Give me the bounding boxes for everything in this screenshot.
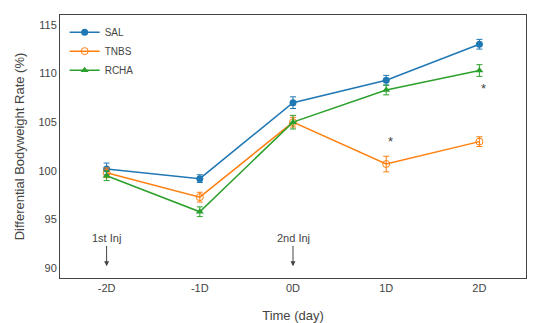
svg-text:RCHA: RCHA: [105, 65, 134, 76]
svg-text:-1D: -1D: [191, 282, 209, 294]
svg-text:95: 95: [45, 213, 57, 225]
svg-text:TNBS: TNBS: [105, 46, 132, 57]
svg-text:*: *: [388, 134, 393, 149]
svg-text:105: 105: [38, 116, 56, 128]
svg-text:Differential Bodyweight Rate (: Differential Bodyweight Rate (%): [12, 53, 27, 241]
svg-text:90: 90: [45, 262, 57, 274]
svg-text:2nd Inj: 2nd Inj: [277, 232, 310, 244]
svg-text:1st Inj: 1st Inj: [92, 232, 121, 244]
svg-text:110: 110: [39, 67, 57, 79]
svg-text:2D: 2D: [472, 282, 486, 294]
svg-text:0D: 0D: [286, 282, 300, 294]
svg-text:Time (day): Time (day): [262, 308, 324, 323]
svg-text:100: 100: [38, 165, 56, 177]
svg-text:*: *: [481, 81, 486, 96]
svg-text:115: 115: [39, 19, 57, 31]
svg-text:SAL: SAL: [105, 27, 124, 38]
svg-text:-2D: -2D: [98, 282, 116, 294]
svg-text:1D: 1D: [379, 282, 393, 294]
